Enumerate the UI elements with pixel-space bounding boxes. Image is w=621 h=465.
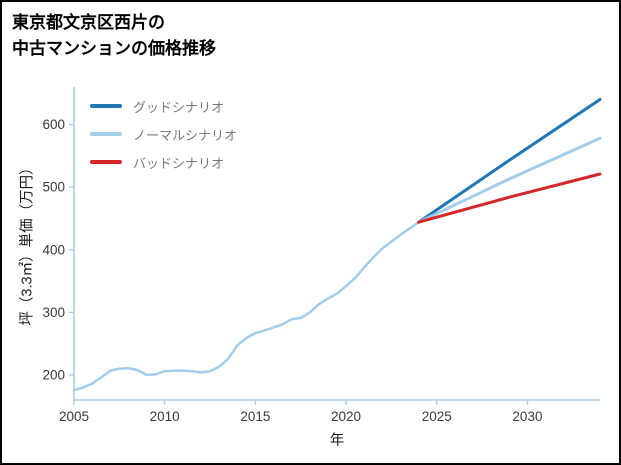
x-axis-label: 年: [329, 433, 345, 449]
axes: 2005 2010 2015 2020 2025 2030 200 300 400 500 600: [42, 87, 600, 424]
chart-title-line1: 東京都文京区西片の: [12, 13, 165, 32]
legend-label-good: グッドシナリオ: [133, 99, 225, 115]
legend-swatch-bad: [90, 160, 122, 164]
legend-label-bad: バッドシナリオ: [133, 155, 225, 171]
legend: グッドシナリオ ノーマルシナリオ バッドシナリオ: [90, 92, 237, 176]
legend-item-good: グッドシナリオ: [90, 92, 237, 120]
x-tick-label: 2025: [422, 409, 452, 424]
y-tick-label: 200: [42, 367, 65, 382]
legend-item-bad: バッドシナリオ: [90, 148, 237, 176]
legend-label-normal: ノーマルシナリオ: [133, 127, 238, 143]
x-tick-label: 2015: [240, 409, 270, 424]
x-tick-label: 2010: [150, 409, 180, 424]
series-ノーマルシナリオ: [417, 136, 602, 224]
y-tick-label: 600: [42, 117, 65, 132]
x-tick-label: 2030: [512, 409, 542, 424]
chart-title-line2: 中古マンションの価格推移: [12, 38, 216, 58]
x-tick-label: 2005: [59, 409, 89, 424]
series-グッドシナリオ: [417, 98, 602, 224]
y-tick-label: 500: [42, 180, 65, 195]
series-historical: [72, 220, 420, 392]
legend-swatch-good: [90, 104, 122, 108]
y-tick-label: 300: [42, 305, 65, 320]
legend-item-normal: ノーマルシナリオ: [90, 120, 237, 148]
series-バッドシナリオ: [417, 172, 602, 224]
y-axis-label: 坪（3.3㎡）単価（万円）: [19, 160, 36, 326]
y-tick-label: 400: [42, 242, 65, 257]
chart-title: 東京都文京区西片の 中古マンションの価格推移: [12, 10, 216, 61]
legend-swatch-normal: [90, 132, 122, 136]
x-tick-label: 2020: [331, 409, 361, 424]
